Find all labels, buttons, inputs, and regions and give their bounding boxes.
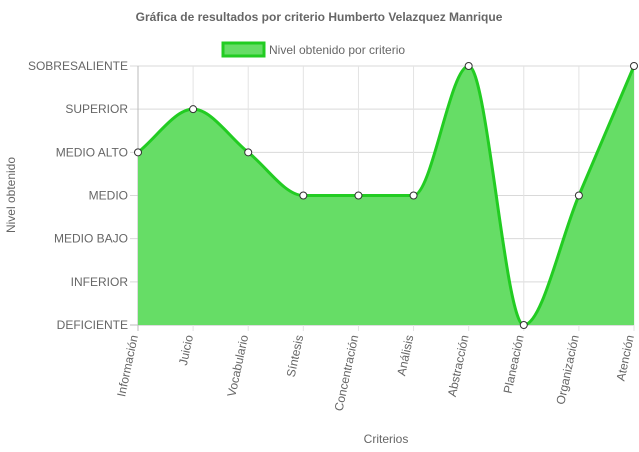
x-axis-ticks: Información Juicio Vocabulario Síntesis Conc… [114,333,637,412]
x-tick-label: Planeación [501,334,527,395]
x-axis-title: Criterios [364,432,409,446]
y-tick-label: SUPERIOR [65,102,128,116]
x-tick-label: Concentración [332,334,362,413]
x-tick-label: Juicio [176,333,196,366]
legend[interactable]: Nivel obtenido por criterio [221,41,405,58]
x-tick-label: Análisis [394,334,416,377]
y-tick-label: MEDIO BAJO [54,232,128,246]
data-point[interactable] [244,148,253,157]
data-point[interactable] [574,191,583,200]
data-point[interactable] [630,62,638,70]
y-axis-ticks: DEFICIENTE INFERIOR MEDIO BAJO MEDIO MEDIO A… [28,59,128,332]
data-point[interactable] [354,191,363,200]
x-tick-label: Abstracción [445,334,472,398]
series-line [137,64,636,327]
series-area [137,64,636,327]
series-points [134,62,638,329]
data-point[interactable] [299,191,308,200]
chart-title: Gráfica de resultados por criterio Humbe… [136,10,503,24]
y-tick-label: MEDIO ALTO [56,145,128,159]
data-point[interactable] [189,105,198,114]
y-axis-title: Nivel obtenido [4,157,18,233]
y-tick-label: INFERIOR [71,275,129,289]
x-tick-label: Información [114,334,141,398]
legend-swatch [221,41,266,58]
x-tick-label: Organización [553,334,581,406]
data-point[interactable] [134,148,142,157]
data-point[interactable] [409,191,418,200]
x-tick-label: Vocabulario [224,333,251,398]
data-point[interactable] [519,321,528,329]
x-tick-label: Síntesis [284,334,307,379]
legend-label: Nivel obtenido por criterio [269,43,405,57]
y-tick-label: DEFICIENTE [57,318,128,332]
y-tick-label: MEDIO [89,189,128,203]
data-point[interactable] [464,62,473,70]
y-tick-label: SOBRESALIENTE [28,59,128,73]
x-tick-label: Atención [614,334,637,383]
